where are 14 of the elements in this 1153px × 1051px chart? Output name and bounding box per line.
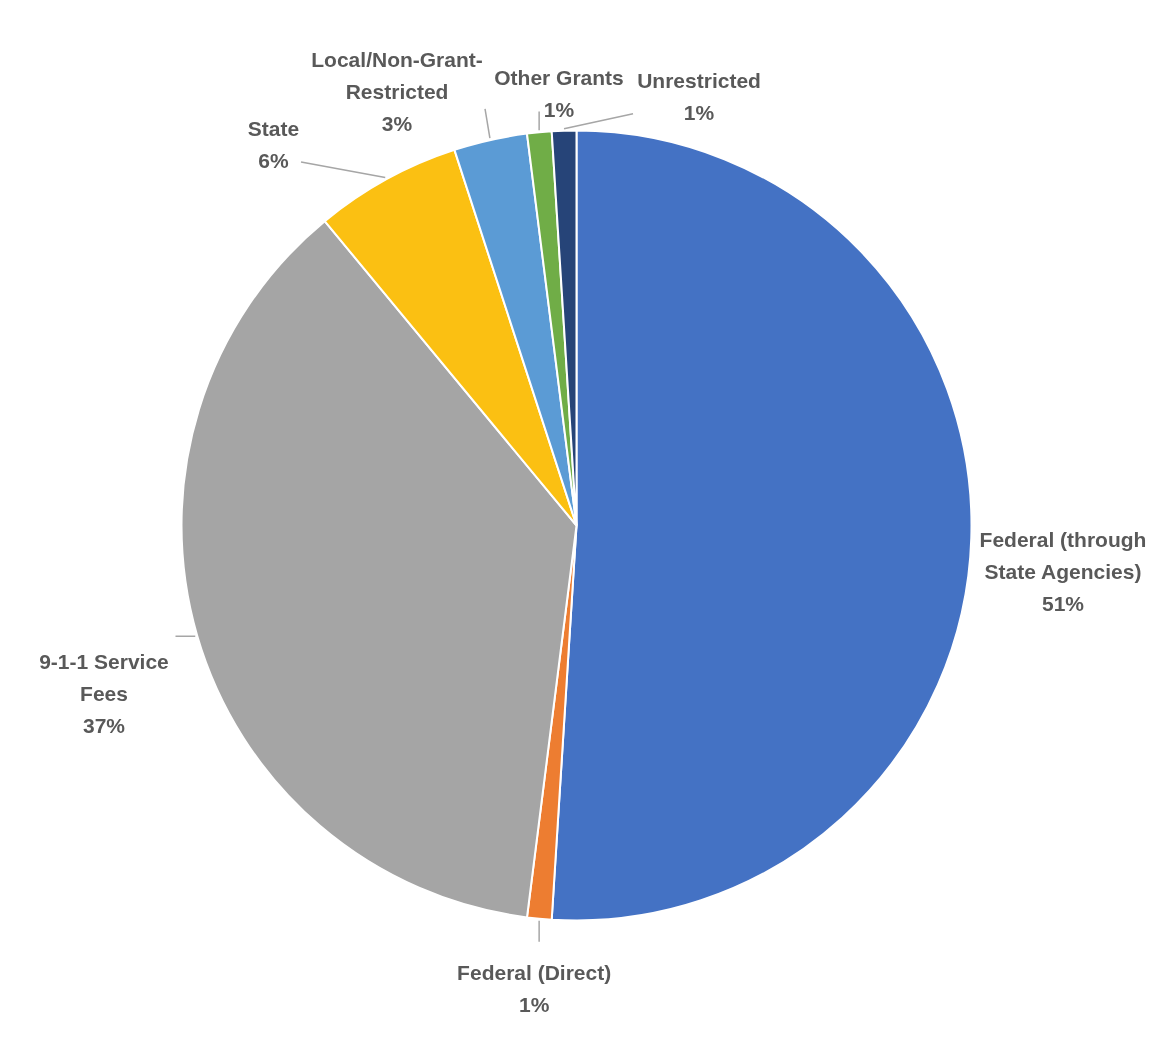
data-label: 1% [518,992,550,1016]
data-label: 6% [258,149,290,173]
slice-label: Federal (Direct) [457,960,612,984]
data-label: 1% [543,98,575,122]
slice-label: Other Grants [494,66,624,90]
data-label: 1% [683,100,715,124]
data-label: 3% [381,111,413,135]
data-label: 51% [1041,592,1085,616]
slice-label: Unrestricted [637,68,761,92]
slice-label: Federal (through State Agencies) [979,528,1147,584]
slice-label: Local/Non-Grant-Restricted [311,47,483,103]
slice-label: 9-1-1 Service Fees [39,649,169,705]
slice-label: State [247,117,300,141]
data-label: 37% [82,713,126,737]
